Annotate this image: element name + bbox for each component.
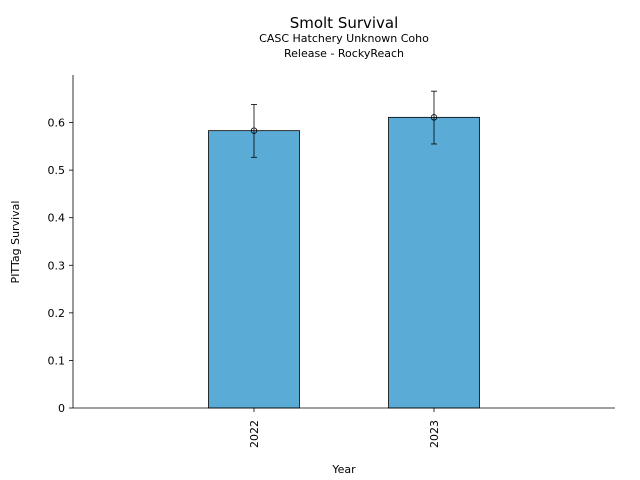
bar-2023 [388, 116, 480, 409]
y-tick-label: 0.6 [48, 117, 66, 130]
point-marker-2023 [430, 114, 438, 121]
x-tick-label: 2022 [248, 420, 261, 448]
plot-area: 0 0.1 0.2 0.3 0.4 0.5 0.6 2022 2023 [48, 75, 615, 448]
bar-2022 [208, 130, 300, 409]
chart-subtitle-line-2: Release - RockyReach [284, 47, 404, 60]
y-tick-label: 0.3 [48, 259, 66, 272]
chart-subtitle-line-1: CASC Hatchery Unknown Coho [259, 32, 429, 45]
point-marker-2022 [250, 127, 258, 134]
y-tick-label: 0.1 [48, 354, 66, 367]
x-axis-label: Year [331, 463, 356, 476]
y-axis-label: PITTag Survival [9, 201, 22, 284]
x-tick-label: 2023 [428, 420, 441, 448]
chart-title: Smolt Survival [290, 14, 399, 32]
y-tick-label: 0.5 [48, 164, 66, 177]
y-tick-label: 0 [58, 402, 65, 415]
y-tick-label: 0.4 [48, 212, 66, 225]
y-tick-label: 0.2 [48, 307, 66, 320]
